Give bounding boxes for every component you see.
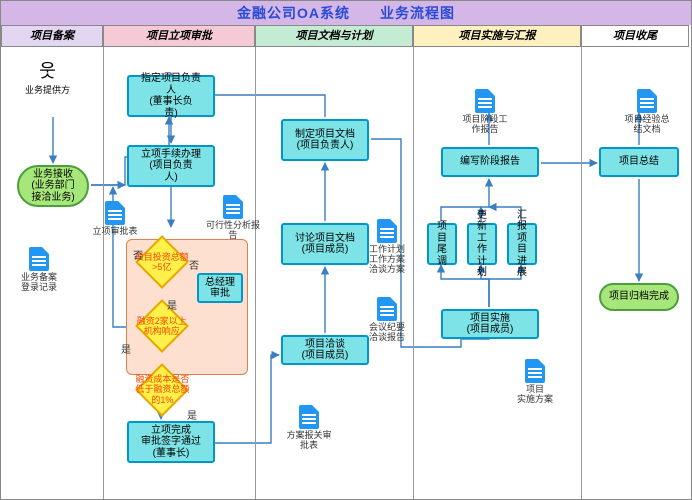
edges-layer (1, 47, 691, 499)
node-text: 讨论项目文档(项目成员) (295, 233, 355, 256)
flowchart-node: 立项完成审批签字通过(董事长) (127, 421, 215, 463)
lane-header: 项目收尾 (581, 25, 689, 47)
document-icon (29, 247, 49, 271)
document-label: 方案报关审批表 (281, 431, 337, 451)
node-text: 项目投资总额>5亿 (135, 252, 189, 273)
lane-divider (103, 47, 104, 499)
document-label: 业务备案登录记录 (11, 273, 67, 293)
flowchart-node: 项目洽谈(项目成员) (281, 335, 369, 365)
flowchart-node: 业务接收(业务部门接洽业务) (17, 165, 89, 207)
swimlane-headers: 项目备案项目立项审批项目文档与计划项目实施与汇报项目收尾 (1, 25, 691, 47)
lane-header: 项目文档与计划 (255, 25, 413, 47)
flowchart-node: 项目总结 (599, 147, 679, 177)
node-text: 汇报项目进展 (513, 210, 531, 279)
node-text: 项目归档完成 (609, 291, 669, 303)
document-label: 项目实施方案 (507, 385, 563, 405)
document-icon (299, 405, 319, 429)
lane-header: 项目立项审批 (103, 25, 255, 47)
flowchart-node: 编写阶段报告 (441, 147, 539, 177)
node-text: 制定项目文档(项目负责人) (295, 129, 355, 152)
flowchart-node: 更新工作计划 (467, 223, 497, 265)
edge-label: 否 (189, 257, 199, 272)
lane-header: 项目备案 (1, 25, 103, 47)
lane-divider (255, 47, 256, 499)
node-text: 项目尾调 (433, 221, 451, 267)
document-label: 会议纪要洽谈报告 (359, 323, 415, 343)
node-text: 融资成本是否低于融资总额的1% (135, 374, 189, 405)
document-label: 立项审批表 (87, 227, 143, 237)
flowchart-node: 指定项目负责人(董事长负责) (127, 75, 215, 117)
document-label: 项目阶段工作报告 (457, 115, 513, 135)
flowchart-node: 立项手续办理(项目负责人) (127, 145, 215, 187)
actor-icon: 웃 (25, 57, 70, 83)
node-text: 项目洽谈(项目成员) (302, 339, 349, 362)
flowchart-node: 讨论项目文档(项目成员) (281, 223, 369, 265)
document-icon (475, 89, 495, 113)
lane-header: 项目实施与汇报 (413, 25, 581, 47)
lane-divider (581, 47, 582, 499)
edge-label: 否 (133, 247, 143, 262)
node-text: 编写阶段报告 (460, 156, 520, 168)
node-text: 业务接收(业务部门接洽业务) (31, 169, 74, 204)
node-text: 立项手续办理(项目负责人) (141, 149, 201, 184)
flowchart-canvas: 金融公司OA系统 业务流程图 项目备案项目立项审批项目文档与计划项目实施与汇报项… (0, 0, 692, 500)
node-text: 指定项目负责人(董事长负责) (141, 73, 201, 119)
flowchart-node: 项目归档完成 (599, 283, 679, 311)
node-text: 项目实施(项目成员) (467, 313, 514, 336)
document-label: 项目经验总结文档 (619, 115, 675, 135)
edge-label: 是 (187, 407, 197, 422)
document-label: 可行性分析报告 (205, 221, 261, 241)
node-text: 总经理审批 (205, 277, 235, 300)
flowchart-node: 汇报项目进展 (507, 223, 537, 265)
node-text: 更新工作计划 (473, 210, 491, 279)
document-icon (525, 359, 545, 383)
flowchart-node: 项目实施(项目成员) (441, 309, 539, 339)
node-text: 项目总结 (619, 156, 659, 168)
edge-label: 是 (121, 341, 131, 356)
document-label: 工作计划工作方案洽谈方案 (359, 245, 415, 275)
document-icon (377, 297, 397, 321)
diagram-body: 웃业务提供方业务接收(业务部门接洽业务) 指定项目负责人(董事长负责) 立项手续办理… (1, 47, 691, 499)
actor-label: 业务提供方 (25, 83, 70, 96)
document-icon (377, 219, 397, 243)
diagram-title: 金融公司OA系统 业务流程图 (1, 1, 691, 25)
document-icon (223, 195, 243, 219)
node-text: 立项完成审批签字通过(董事长) (141, 425, 201, 460)
document-icon (105, 201, 125, 225)
flowchart-node: 总经理审批 (197, 273, 243, 303)
document-icon (637, 89, 657, 113)
edge-label: 是 (167, 297, 177, 312)
flowchart-node: 项目尾调 (427, 223, 457, 265)
node-text: 融资2家以上机构响应 (137, 316, 187, 337)
actor: 웃业务提供方 (25, 57, 70, 96)
flowchart-node: 制定项目文档(项目负责人) (281, 119, 369, 161)
